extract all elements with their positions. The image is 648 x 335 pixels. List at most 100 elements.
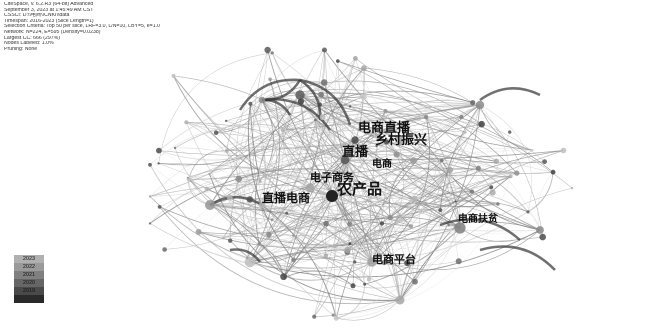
network-edge: [209, 203, 385, 263]
network-edge: [188, 150, 227, 180]
network-edge: [390, 217, 416, 282]
legend-swatch: 2023: [14, 255, 44, 263]
network-edge: [354, 139, 414, 162]
network-edge: [226, 150, 251, 263]
network-edge: [331, 154, 397, 197]
network-edge: [198, 104, 481, 233]
info-line: Selection Criteria: Top 50 per slice, LR…: [4, 24, 160, 30]
network-edge: [209, 112, 573, 189]
network-node: [319, 114, 326, 121]
network-edge: [250, 103, 266, 206]
network-edge: [284, 202, 426, 278]
keyword-label: 电子商务: [310, 170, 355, 184]
network-node: [323, 253, 329, 258]
info-line: Largest CC: 666 (297%): [4, 35, 60, 41]
network-node: [171, 73, 176, 78]
network-node: [379, 221, 385, 226]
network-node: [245, 256, 249, 260]
network-node: [395, 295, 405, 305]
network-edge: [399, 104, 481, 301]
network-edge: [247, 103, 294, 261]
network-node: [312, 314, 317, 319]
network-edge: [226, 128, 466, 151]
network-node: [344, 246, 351, 254]
network-edge: [299, 94, 364, 99]
keyword-label: 电商: [372, 157, 392, 170]
network-edge: [261, 101, 305, 206]
network-node: [454, 222, 466, 234]
network-edge: [299, 78, 352, 126]
network-edge: [208, 173, 401, 301]
network-edge: [215, 101, 481, 134]
network-node: [213, 130, 219, 135]
network-edge: [159, 206, 401, 305]
network-node: [264, 46, 271, 54]
network-edge: [149, 132, 356, 197]
network-node: [381, 259, 387, 266]
network-edge: [293, 256, 365, 285]
network-edge: [309, 67, 365, 189]
network-edge: [300, 97, 386, 112]
network-edge: [399, 132, 466, 301]
network-node: [439, 158, 444, 163]
citespace-info: CiteSpace, v. 6.2.R3 (64-bit) Advanced Se…: [4, 2, 194, 52]
network-edge: [174, 147, 385, 263]
network-edge: [325, 169, 451, 256]
network-edge: [149, 125, 283, 166]
network-node: [417, 202, 420, 205]
network-edge: [472, 102, 543, 238]
network-edge: [209, 116, 427, 206]
network-edge: [159, 206, 461, 246]
network-edge: [363, 67, 473, 103]
network-edge: [337, 60, 427, 118]
network-edge: [198, 231, 351, 265]
info-line: Network: N=224, E=595 (Density=0.0238): [4, 29, 101, 35]
network-node: [323, 220, 329, 227]
network-node: [424, 202, 428, 207]
keyword-label: 直播电商: [262, 190, 310, 205]
network-node: [489, 189, 496, 196]
network-node: [536, 226, 544, 234]
network-node: [333, 315, 339, 321]
network-edge: [238, 153, 510, 180]
network-node: [331, 313, 335, 317]
network-edge: [314, 119, 498, 208]
network-edge: [216, 132, 346, 161]
network-node: [266, 232, 272, 238]
network-edge: [149, 104, 481, 197]
network-node: [224, 119, 228, 123]
legend-swatch: 2022: [14, 263, 44, 271]
network-edge: [299, 94, 554, 173]
network-edge: [334, 104, 481, 247]
network-edge: [238, 78, 301, 111]
network-node: [348, 105, 352, 108]
network-edge: [309, 148, 533, 189]
network-edge: [426, 116, 541, 231]
network-edge: [149, 223, 373, 270]
keyword-label: 电商直播: [358, 120, 411, 136]
network-node: [366, 277, 372, 282]
network-node: [438, 208, 443, 213]
network-node: [455, 258, 462, 265]
legend-swatch: 2020: [14, 279, 44, 287]
network-node: [347, 221, 352, 227]
network-node: [459, 114, 464, 120]
network-edge: [236, 52, 273, 244]
network-edge: [399, 176, 510, 301]
network-edge: [249, 49, 325, 263]
network-node: [226, 194, 233, 201]
network-node: [493, 158, 499, 164]
network-edge: [268, 139, 356, 236]
keyword-label: 农产品: [336, 180, 382, 198]
network-edge: [249, 160, 442, 263]
network-edge: [198, 231, 385, 263]
legend-swatch: [14, 295, 44, 303]
network-node: [475, 100, 485, 110]
network-node: [148, 222, 152, 225]
keyword-label: 乡村振兴: [375, 132, 427, 148]
network-edge: [355, 58, 510, 178]
network-edge: [261, 204, 337, 319]
network-node: [336, 59, 340, 63]
network-edge: [259, 94, 301, 206]
